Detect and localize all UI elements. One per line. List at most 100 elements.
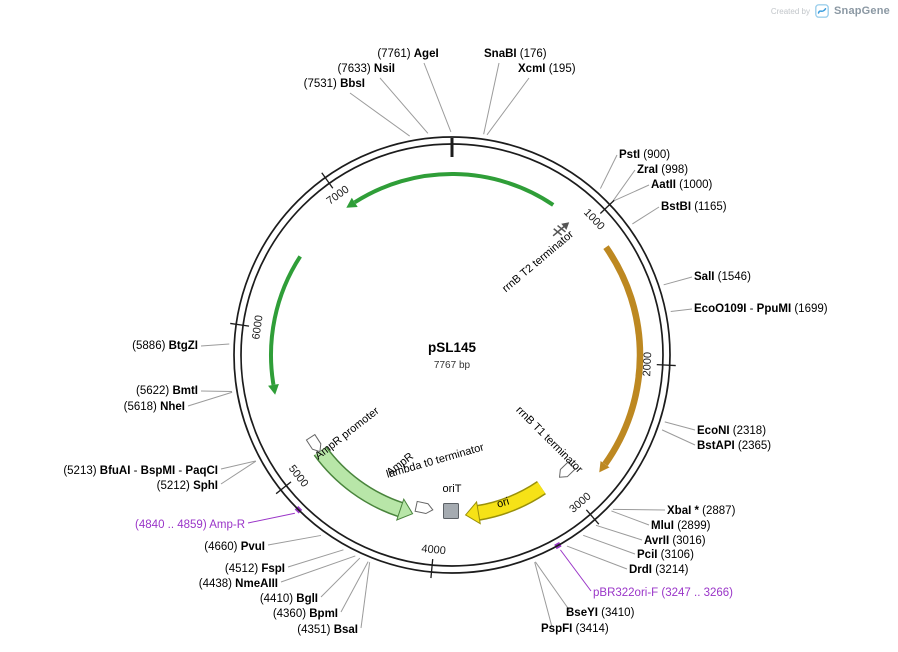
enzyme-label-EcoO109I-PpuMI[interactable]: EcoO109I - PpuMI (1699) — [694, 303, 828, 315]
enzyme-label-PciI[interactable]: PciI (3106) — [637, 549, 694, 561]
enzyme-label-BbsI[interactable]: (7531) BbsI — [304, 78, 365, 90]
enzyme-label-BmtI[interactable]: (5622) BmtI — [136, 385, 198, 397]
created-by-text: Created by — [770, 6, 810, 16]
enzyme-label-EcoNI[interactable]: EcoNI (2318) — [697, 425, 766, 437]
callout-line-XbaI — [612, 508, 666, 511]
callout-line-XcmI — [486, 77, 530, 136]
callout-line-AvrII — [595, 524, 643, 541]
callout-line-BtgZI — [200, 343, 230, 347]
callout-line-PciI — [583, 534, 636, 555]
snapgene-credit: Created by SnapGene — [771, 4, 890, 18]
callout-line-NsiI — [379, 77, 429, 134]
enzyme-label-MluI[interactable]: MluI (2899) — [651, 520, 711, 532]
callout-line-MluI — [611, 510, 650, 526]
callout-line-Amp-R — [247, 512, 295, 524]
feature-small-arrow-AmpR-promoter[interactable] — [305, 433, 324, 455]
snapgene-brand-text: SnapGene — [833, 5, 890, 17]
enzyme-label-BpmI[interactable]: (4360) BpmI — [273, 608, 338, 620]
tick-label-6000: 6000 — [250, 314, 265, 340]
enzyme-label-BsaI[interactable]: (4351) BsaI — [297, 624, 358, 636]
enzyme-label-BstBI[interactable]: BstBI (1165) — [661, 201, 727, 213]
enzyme-label-DrdI[interactable]: DrdI (3214) — [629, 564, 689, 576]
enzyme-label-Amp-R[interactable]: (4840 .. 4859) Amp-R — [135, 519, 245, 531]
callout-line-BsaI — [360, 562, 371, 629]
feature-band-AmpR[interactable] — [314, 446, 403, 516]
enzyme-label-PstI[interactable]: PstI (900) — [619, 149, 670, 161]
callout-line-DrdI — [566, 545, 628, 570]
tick-4000 — [430, 559, 434, 579]
callout-line-EcoNI — [664, 421, 696, 431]
inner-label-ori-label[interactable]: ori — [496, 496, 511, 511]
tick-5000 — [275, 481, 292, 495]
callout-line-FspI — [287, 549, 344, 568]
tick-3000 — [585, 509, 600, 525]
enzyme-label-PvuI[interactable]: (4660) PvuI — [204, 541, 265, 553]
tick-label-7000: 7000 — [325, 183, 352, 207]
callout-line-PspFI — [534, 561, 553, 628]
callout-line-BpmI — [340, 561, 369, 613]
feature-arc-gold-feature[interactable] — [602, 245, 644, 467]
tick-7000 — [321, 172, 334, 189]
feature-band-arrowhead-AmpR[interactable] — [395, 497, 414, 521]
inner-label-oriT-label[interactable]: oriT — [443, 483, 462, 495]
feature-small-arrow-rrnB-T1-terminator[interactable] — [556, 461, 576, 481]
enzyme-label-BglI[interactable]: (4410) BglI — [260, 593, 318, 605]
callout-line-EcoO109I-PpuMI — [670, 308, 693, 312]
tick-label-3000: 3000 — [567, 490, 593, 515]
callout-line-ZraI — [612, 169, 636, 202]
plasmid-name: pSL145 — [428, 340, 477, 355]
feature-arrowhead-cds-arrow-b[interactable] — [268, 383, 279, 395]
inner-label-rrnB-T1-terminator-label[interactable]: rrnB T1 terminator — [513, 404, 585, 476]
enzyme-label-XcmI[interactable]: XcmI (195) — [518, 63, 576, 75]
callout-line-BbsI — [349, 92, 410, 137]
tick-6000 — [230, 322, 250, 327]
enzyme-label-BseYI[interactable]: BseYI (3410) — [566, 607, 635, 619]
enzyme-label-ZraI[interactable]: ZraI (998) — [637, 164, 688, 176]
callout-line-BmtI — [200, 390, 233, 393]
feature-arc-cds-arrow-b[interactable] — [269, 255, 302, 386]
tick-label-2000: 2000 — [641, 352, 654, 377]
inner-label-AmpR-promoter-label[interactable]: AmpR promoter — [313, 405, 382, 462]
enzyme-label-NheI[interactable]: (5618) NheI — [124, 401, 185, 413]
tick-2000 — [656, 364, 676, 367]
enzyme-label-NsiI[interactable]: (7633) NsiI — [337, 63, 395, 75]
callout-line-SalI — [663, 276, 693, 286]
callout-line-BseYI — [534, 561, 571, 612]
feature-terminator-glyph-rrnB-T2-terminator[interactable] — [550, 218, 573, 239]
enzyme-label-BfuAI-BspMI-PaqCI[interactable]: (5213) BfuAI - BspMI - PaqCI — [63, 465, 218, 477]
backbone-outer-circle — [233, 136, 671, 574]
enzyme-label-SalI[interactable]: SalI (1546) — [694, 271, 751, 283]
feature-small-arrow-lambda-t0-terminator[interactable] — [414, 500, 434, 515]
callout-line-PstI — [599, 154, 618, 189]
enzyme-label-AatII[interactable]: AatII (1000) — [651, 179, 713, 191]
feature-band-ori[interactable] — [477, 482, 546, 520]
feature-arrowhead-cds-arrow-a[interactable] — [346, 197, 358, 208]
enzyme-label-SphI[interactable]: (5212) SphI — [157, 480, 218, 492]
enzyme-label-PspFI[interactable]: PspFI (3414) — [541, 623, 609, 635]
callout-line-SphI — [220, 460, 257, 485]
enzyme-label-AvrII[interactable]: AvrII (3016) — [644, 535, 706, 547]
enzyme-label-NmeAIII[interactable]: (4438) NmeAIII — [199, 578, 278, 590]
enzyme-label-AgeI[interactable]: (7761) AgeI — [377, 48, 438, 60]
feature-box-oriT[interactable] — [443, 503, 459, 519]
feature-arc-cds-arrow-a[interactable] — [353, 172, 555, 207]
enzyme-label-SnaBI[interactable]: SnaBI (176) — [484, 48, 547, 60]
enzyme-label-XbaI[interactable]: XbaI * (2887) — [667, 505, 736, 517]
feature-band-arrowhead-ori[interactable] — [464, 500, 481, 525]
enzyme-label-BtgZI[interactable]: (5886) BtgZI — [132, 340, 198, 352]
callout-line-NheI — [187, 391, 233, 407]
inner-label-rrnB-T2-terminator-label[interactable]: rrnB T2 terminator — [500, 228, 576, 295]
snapgene-logo-icon — [815, 4, 829, 18]
callout-line-AatII — [613, 184, 650, 202]
enzyme-label-FspI[interactable]: (4512) FspI — [225, 563, 285, 575]
callout-line-BfuAI-BspMI-PaqCI — [220, 460, 256, 470]
enzyme-label-pBR322ori-F[interactable]: pBR322ori-F (3247 .. 3266) — [593, 587, 733, 599]
tick-label-4000: 4000 — [421, 543, 447, 557]
enzyme-label-BstAPI[interactable]: BstAPI (2365) — [697, 440, 771, 452]
callout-line-SnaBI — [483, 62, 500, 135]
callout-line-BstBI — [632, 206, 660, 225]
feature-arrowhead-gold-feature[interactable] — [599, 460, 610, 473]
callout-line-NmeAIII — [280, 555, 356, 583]
